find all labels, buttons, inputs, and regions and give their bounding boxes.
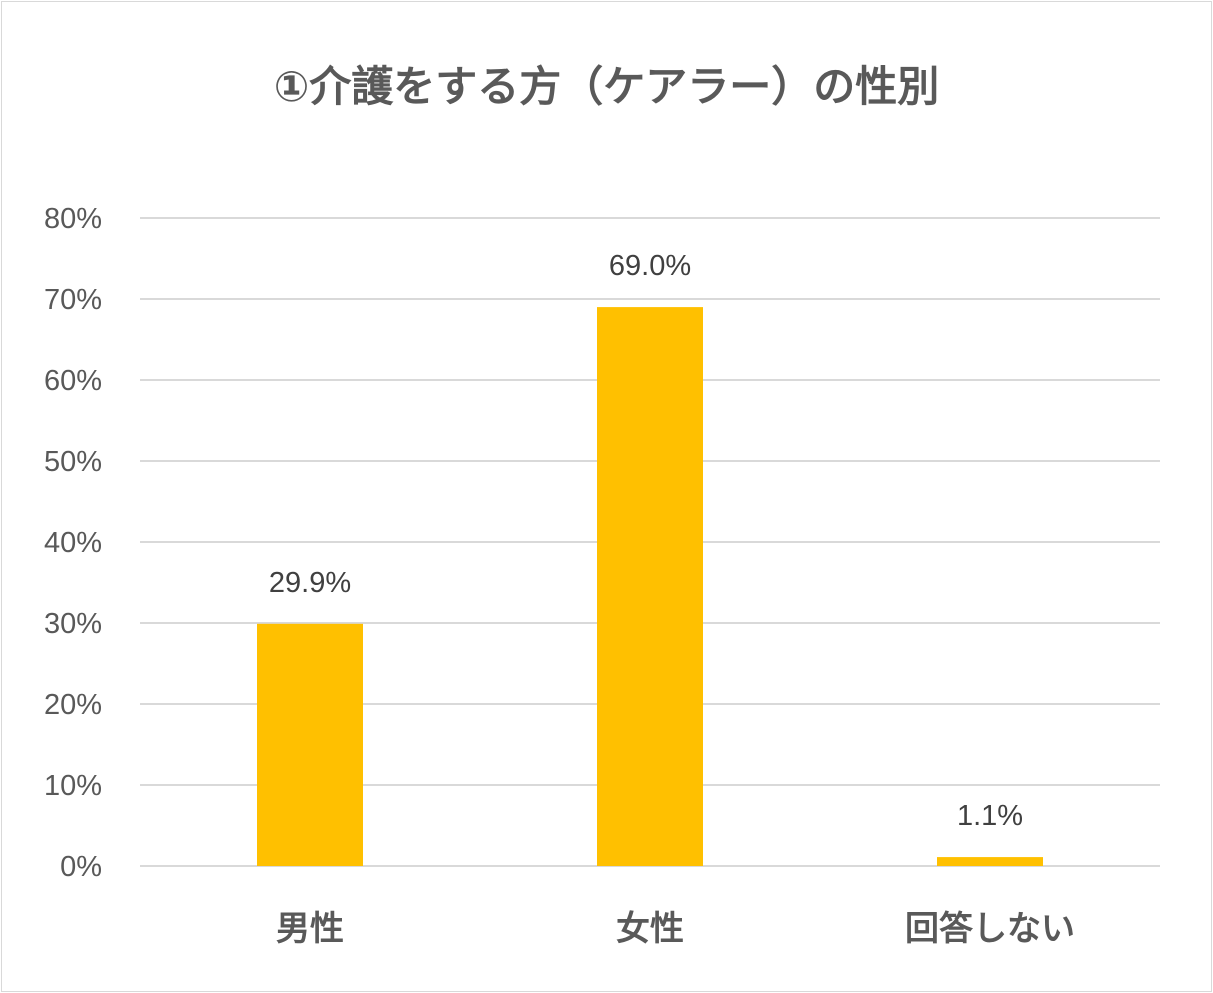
- data-label: 69.0%: [609, 250, 691, 282]
- x-category-label: 回答しない: [905, 909, 1075, 949]
- y-tick-label: 30%: [44, 608, 102, 640]
- bar: [937, 857, 1043, 866]
- y-tick-label: 50%: [44, 446, 102, 478]
- y-tick-label: 70%: [44, 284, 102, 316]
- x-category-label: 男性: [276, 909, 344, 949]
- bar: [597, 307, 703, 867]
- y-tick-label: 20%: [44, 689, 102, 721]
- data-label: 1.1%: [957, 800, 1023, 832]
- bar: [257, 623, 363, 866]
- chart-title: ①介護をする方（ケアラー）の性別: [273, 62, 940, 111]
- y-tick-label: 10%: [44, 770, 102, 802]
- y-tick-label: 40%: [44, 527, 102, 559]
- y-tick-label: 60%: [44, 365, 102, 397]
- x-category-label: 女性: [616, 909, 684, 949]
- y-tick-label: 0%: [60, 851, 102, 883]
- data-label: 29.9%: [269, 567, 351, 599]
- y-tick-label: 80%: [44, 203, 102, 235]
